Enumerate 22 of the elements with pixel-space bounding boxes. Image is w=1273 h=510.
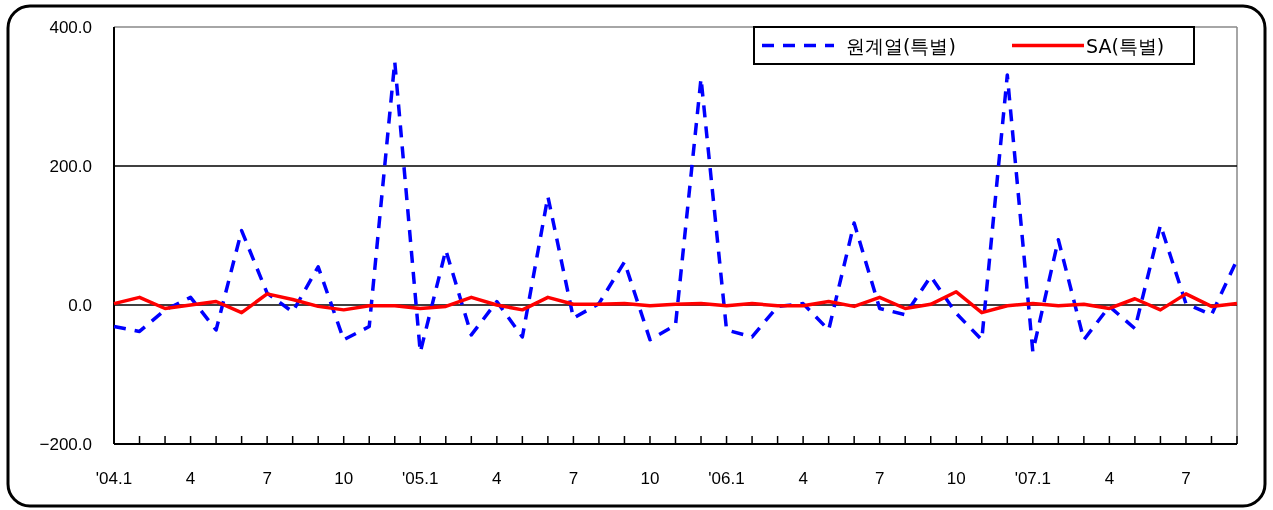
y-tick-label: −200.0	[39, 435, 92, 454]
x-tick-label: 7	[262, 469, 272, 488]
x-tick-label: '06.1	[708, 469, 745, 488]
y-tick-label: 200.0	[49, 157, 92, 176]
x-tick-label: 10	[946, 469, 966, 488]
x-tick-label: 10	[334, 469, 354, 488]
x-tick-label: 4	[185, 469, 196, 488]
x-tick-label: 7	[874, 469, 885, 488]
line-series	[112, 290, 1239, 315]
x-tick-label: 4	[1104, 469, 1115, 488]
x-tick-label: 4	[492, 469, 502, 488]
x-tick-label: 7	[568, 469, 579, 488]
x-tick-label: 10	[640, 469, 660, 488]
y-tick-label: 0.0	[68, 296, 92, 315]
legend-label: 원계열(특별)	[846, 34, 956, 57]
x-tick-label: 4	[798, 469, 808, 488]
legend-label: SA(특별)	[1086, 34, 1165, 57]
x-tick-label: '04.1	[95, 469, 133, 488]
y-tick-label: 400.0	[49, 18, 92, 37]
x-tick-label: 7	[1181, 469, 1191, 488]
x-tick-label: '07.1	[1014, 469, 1051, 488]
x-tick-label: '05.1	[402, 469, 439, 488]
